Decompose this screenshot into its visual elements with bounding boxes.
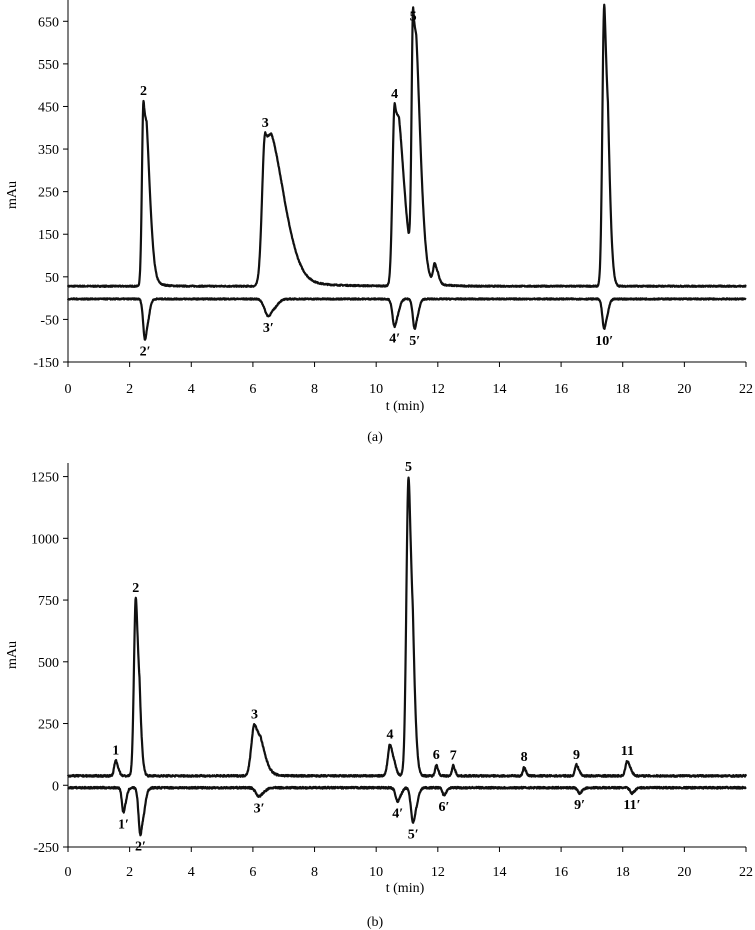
upper-trace bbox=[66, 476, 748, 778]
panel-a-caption: (a) bbox=[367, 430, 383, 445]
x-tick-label: 8 bbox=[311, 865, 318, 880]
y-tick-label: 500 bbox=[38, 656, 59, 671]
y-tick-label: -50 bbox=[40, 313, 59, 328]
x-tick-label: 2 bbox=[126, 382, 133, 397]
x-tick-label: 14 bbox=[492, 865, 506, 880]
x-tick-label: 2 bbox=[126, 865, 133, 880]
y-tick-label: 150 bbox=[38, 228, 59, 243]
x-tick-label: 8 bbox=[311, 382, 318, 397]
x-tick-label: 20 bbox=[677, 382, 691, 397]
panel-b-caption: (b) bbox=[367, 915, 384, 930]
peak-label: 1′ bbox=[118, 817, 129, 832]
panel-a-chart: -150 -50 50 150 250 350 450 550 650 0 2 4 6 8 10 12 14 16… bbox=[5, 0, 753, 414]
x-axis-title: t (min) bbox=[386, 399, 425, 414]
y-axis-title: mAu bbox=[5, 181, 20, 209]
x-tick-label: 18 bbox=[616, 382, 630, 397]
x-tick-label: 12 bbox=[431, 865, 445, 880]
y-tick-label: 650 bbox=[38, 15, 59, 30]
peak-label: 2 bbox=[132, 581, 139, 596]
peak-label: 10 bbox=[597, 0, 611, 3]
peak-label: 10′ bbox=[595, 334, 613, 349]
peak-label: 11′ bbox=[623, 798, 640, 813]
x-tick-label: 4 bbox=[188, 865, 195, 880]
x-tick-label: 20 bbox=[677, 865, 691, 880]
peak-label: 5′ bbox=[409, 334, 420, 349]
x-tick-label: 6 bbox=[249, 382, 256, 397]
y-tick-label: 50 bbox=[45, 271, 59, 286]
peak-label: 4′ bbox=[392, 806, 403, 821]
x-tick-label: 18 bbox=[616, 865, 630, 880]
y-tick-label: 250 bbox=[38, 186, 59, 201]
x-axis-title: t (min) bbox=[386, 881, 425, 896]
y-tick-label: 250 bbox=[38, 718, 59, 733]
y-tick-label: 350 bbox=[38, 143, 59, 158]
y-tick-label: -250 bbox=[33, 841, 59, 856]
x-tick-label: 0 bbox=[65, 865, 72, 880]
lower-trace bbox=[66, 297, 747, 341]
peak-label: 4 bbox=[391, 87, 398, 102]
y-tick-label: 1250 bbox=[31, 471, 59, 486]
y-tick-label: 0 bbox=[52, 779, 59, 794]
x-tick-label: 22 bbox=[739, 382, 753, 397]
peak-label: 9′ bbox=[574, 798, 585, 813]
x-tick-label: 4 bbox=[188, 382, 195, 397]
peak-label: 3′ bbox=[263, 321, 274, 336]
x-tick-label: 14 bbox=[492, 382, 506, 397]
peak-label: 6 bbox=[433, 748, 440, 763]
x-tick-label: 6 bbox=[249, 865, 256, 880]
peak-label: 1 bbox=[112, 744, 119, 759]
peak-label: 3 bbox=[262, 116, 269, 131]
peak-label: 2′ bbox=[140, 344, 151, 359]
x-tick-label: 10 bbox=[369, 865, 383, 880]
x-tick-label: 12 bbox=[431, 382, 445, 397]
x-tick-label: 16 bbox=[554, 382, 568, 397]
peak-label: 7 bbox=[450, 749, 457, 764]
y-tick-label: 750 bbox=[38, 594, 59, 609]
peak-label: 6′ bbox=[439, 800, 450, 815]
upper-trace bbox=[66, 3, 747, 288]
x-tick-label: 0 bbox=[65, 382, 72, 397]
peak-label: 11 bbox=[621, 744, 634, 759]
peak-label: 5 bbox=[410, 9, 417, 24]
peak-label: 2 bbox=[140, 84, 147, 99]
peak-label: 9 bbox=[573, 748, 580, 763]
y-tick-label: -150 bbox=[33, 356, 59, 371]
peak-label: 8 bbox=[521, 750, 528, 765]
peak-label: 5′ bbox=[408, 827, 419, 842]
peak-label: 2′ bbox=[135, 840, 146, 855]
x-tick-label: 10 bbox=[369, 382, 383, 397]
y-tick-label: 550 bbox=[38, 58, 59, 73]
peak-label: 3 bbox=[251, 708, 258, 723]
y-tick-label: 450 bbox=[38, 100, 59, 115]
peak-label: 4′ bbox=[389, 332, 400, 347]
x-tick-label: 16 bbox=[554, 865, 568, 880]
y-axis-title: mAu bbox=[5, 641, 20, 669]
lower-trace bbox=[67, 785, 747, 837]
y-tick-label: 1000 bbox=[31, 532, 59, 547]
peak-label: 5 bbox=[405, 460, 412, 475]
x-tick-label: 22 bbox=[739, 865, 753, 880]
peak-label: 4 bbox=[387, 727, 394, 742]
peak-label: 3′ bbox=[254, 801, 265, 816]
